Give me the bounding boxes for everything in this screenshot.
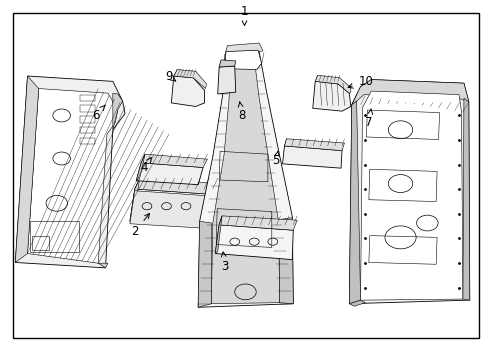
Text: 8: 8 — [238, 102, 245, 122]
Polygon shape — [224, 50, 261, 69]
Polygon shape — [113, 93, 122, 130]
Bar — [80, 95, 95, 101]
Polygon shape — [360, 91, 462, 300]
Text: 7: 7 — [365, 109, 372, 129]
Polygon shape — [282, 146, 341, 168]
Polygon shape — [171, 76, 204, 107]
Polygon shape — [173, 69, 206, 89]
Polygon shape — [279, 218, 293, 304]
Polygon shape — [15, 76, 125, 268]
Polygon shape — [136, 154, 145, 181]
Bar — [80, 105, 95, 112]
Polygon shape — [219, 60, 235, 67]
Text: 6: 6 — [92, 105, 105, 122]
Polygon shape — [348, 80, 469, 304]
Polygon shape — [98, 263, 108, 268]
Polygon shape — [312, 81, 350, 111]
Polygon shape — [219, 216, 297, 230]
Polygon shape — [135, 178, 217, 194]
Text: 1: 1 — [240, 5, 248, 26]
Bar — [80, 127, 95, 134]
Bar — [32, 235, 49, 250]
Polygon shape — [198, 221, 211, 307]
Bar — [30, 221, 79, 252]
Text: 3: 3 — [221, 252, 228, 273]
Polygon shape — [215, 225, 293, 260]
Text: 5: 5 — [272, 151, 279, 167]
Polygon shape — [217, 66, 235, 94]
Polygon shape — [130, 191, 212, 228]
Polygon shape — [211, 59, 279, 304]
Polygon shape — [348, 101, 360, 304]
Polygon shape — [27, 89, 118, 263]
Polygon shape — [15, 76, 39, 262]
Text: 10: 10 — [347, 75, 373, 88]
Polygon shape — [215, 216, 222, 253]
Polygon shape — [198, 51, 293, 307]
Polygon shape — [284, 139, 344, 150]
Text: 4: 4 — [141, 158, 151, 174]
Bar — [80, 138, 95, 144]
Polygon shape — [130, 178, 140, 221]
Polygon shape — [348, 300, 365, 306]
Polygon shape — [141, 154, 207, 167]
Polygon shape — [351, 80, 468, 105]
Text: 2: 2 — [131, 213, 149, 238]
Bar — [80, 116, 95, 123]
Polygon shape — [315, 75, 350, 93]
Polygon shape — [130, 189, 212, 226]
Text: 9: 9 — [165, 69, 175, 82]
Polygon shape — [224, 43, 263, 54]
Polygon shape — [462, 98, 469, 300]
Polygon shape — [136, 163, 203, 185]
